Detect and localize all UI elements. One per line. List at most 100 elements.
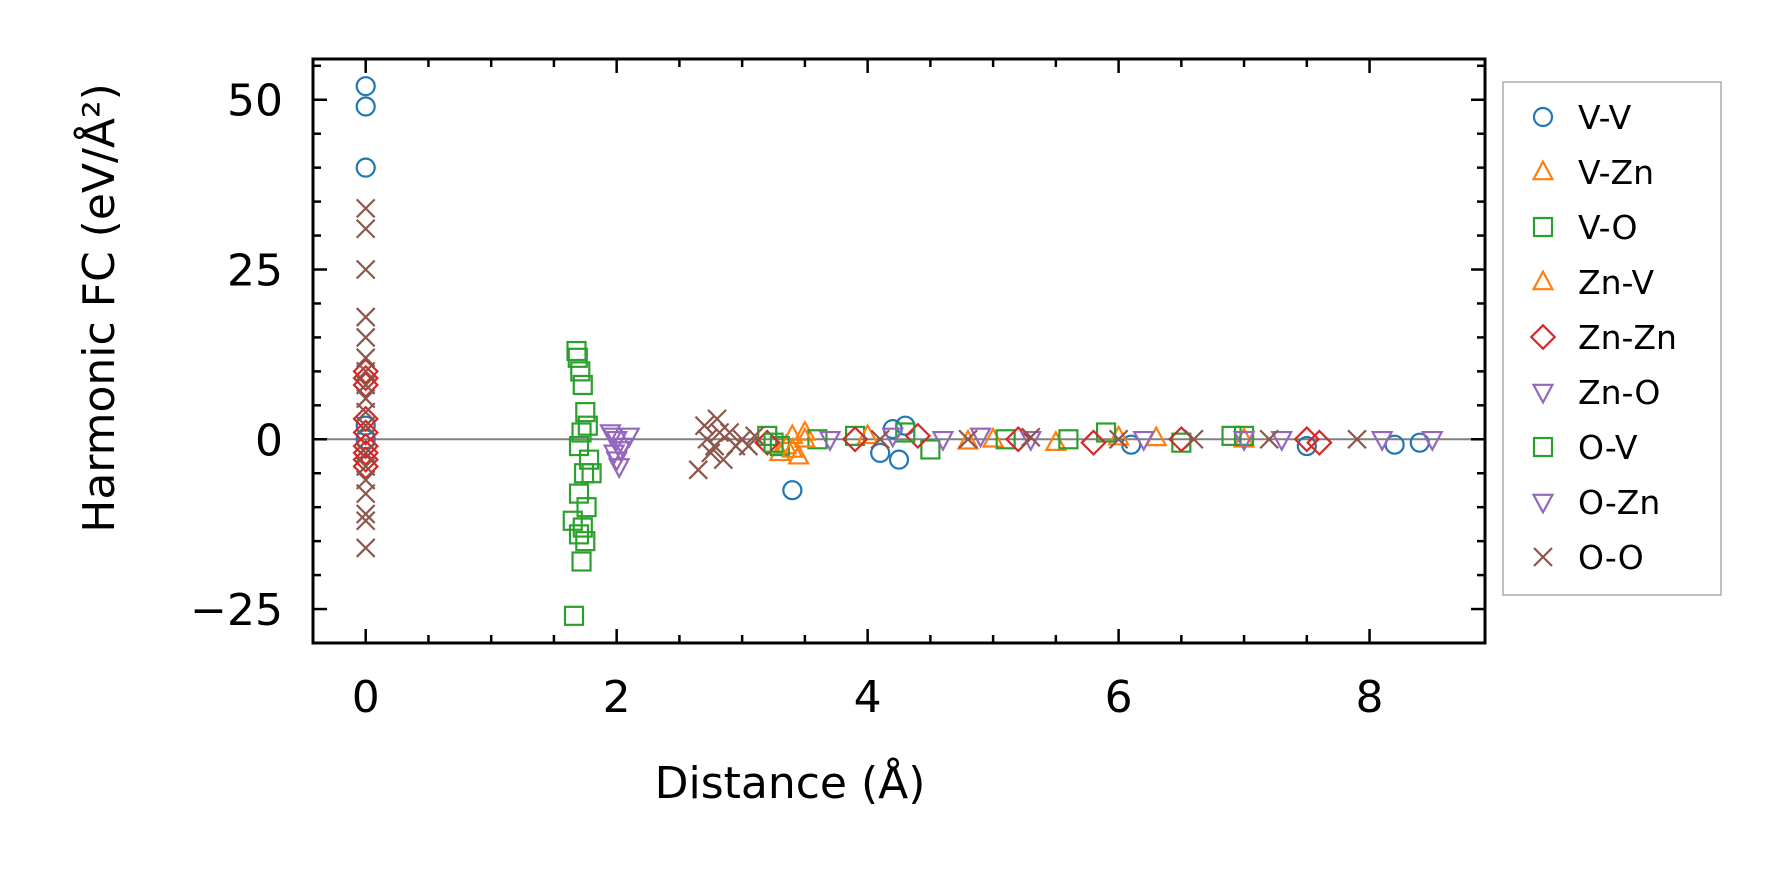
point-v-v-8 [888,449,910,470]
point-v-zn-6 [1044,430,1068,451]
data-marks [352,76,1444,626]
point-zn-zn-4 [352,419,379,446]
point-o-v-0 [567,347,588,368]
point-o-o-4 [355,327,376,348]
point-v-v-0 [355,76,376,97]
point-zn-zn-10 [841,426,869,453]
point-zn-o-10 [1132,430,1155,452]
point-o-o-26 [738,436,759,456]
point-o-o-9 [355,402,376,422]
axes-frame [311,57,1487,645]
point-v-o-22 [1095,422,1117,443]
legend-marker-zn-v [1531,269,1555,291]
point-v-o-21 [995,429,1016,450]
point-v-zn-3 [787,443,810,465]
point-zn-o-8 [931,430,955,452]
point-zn-o-11 [1270,430,1294,452]
point-o-o-1 [355,218,376,239]
point-zn-zn-6 [352,439,379,467]
point-o-o-18 [688,460,709,480]
point-o-o-8 [355,388,376,409]
point-o-o-32 [958,429,978,450]
point-zn-zn-7 [352,446,379,473]
point-v-o-13 [570,361,591,382]
point-o-o-36 [1259,429,1279,450]
y-tick-label: −25 [190,585,283,636]
point-o-o-37 [1347,429,1367,450]
point-o-o-27 [744,426,765,446]
point-o-o-12 [355,456,376,477]
legend-label-v-zn: V-Zn [1578,153,1654,192]
axes: 0 2 4 6 8 −25 0 25 50 [190,57,1487,723]
legend-marker-v-v [1532,106,1554,128]
point-zn-o-12 [1370,430,1394,452]
legend-label-v-v: V-V [1578,98,1632,137]
point-zn-zn-16 [1306,429,1333,456]
point-o-o-11 [355,443,376,463]
x-axis-label: Distance (Å) [655,756,926,809]
point-o-o-16 [355,510,376,531]
series-o-zn [601,427,1444,463]
point-o-o-0 [355,198,376,219]
point-zn-zn-13 [1080,429,1107,456]
point-zn-zn-3 [352,405,379,433]
point-v-o-2 [568,524,590,545]
point-o-o-30 [709,422,730,443]
point-v-zn-8 [1232,426,1256,448]
point-o-o-14 [355,483,376,504]
point-zn-v-1 [793,426,817,448]
x-tick-label: 6 [1105,672,1133,723]
point-o-v-3 [763,432,784,453]
point-v-o-18 [807,429,828,450]
legend-label-o-v: O-V [1578,428,1638,467]
point-o-o-2 [355,259,376,280]
y-tick-label: 50 [227,76,283,127]
legend-marker-o-o [1533,547,1553,567]
point-o-v-4 [895,422,916,443]
legend-marker-o-zn [1531,493,1555,515]
point-v-v-6 [870,442,891,463]
point-v-v-5 [782,480,803,501]
point-o-o-7 [355,375,376,395]
legend-label-v-o: V-O [1578,208,1637,247]
point-o-zn-3 [969,427,992,449]
point-o-o-29 [704,436,725,456]
point-o-o-35 [1184,429,1204,450]
point-zn-o-6 [617,427,641,449]
point-v-v-1 [355,96,376,117]
legend-marker-zn-o [1531,383,1555,405]
point-o-o-6 [355,361,376,382]
point-o-v-1 [572,517,593,538]
legend-label-zn-o: Zn-O [1578,373,1660,412]
x-tick-label: 0 [352,672,380,723]
point-v-o-15 [581,463,602,484]
point-o-zn-4 [1232,430,1256,452]
point-v-o-0 [566,340,587,362]
point-v-o-3 [571,551,592,572]
series-o-o [355,198,1367,558]
point-o-v-5 [1058,429,1079,450]
point-zn-zn-5 [352,432,379,460]
point-v-v-2 [355,157,376,178]
legend-label-zn-v: Zn-V [1578,263,1654,302]
point-o-zn-5 [1421,430,1444,452]
point-v-o-10 [571,422,592,443]
point-zn-o-1 [605,430,628,452]
x-tick-label: 2 [603,672,631,723]
point-zn-zn-11 [904,422,932,450]
point-zn-v-3 [956,428,980,450]
series-v-o [562,340,1255,626]
point-o-zn-1 [609,441,632,463]
point-v-zn-2 [781,423,804,445]
point-o-o-33 [1020,427,1041,448]
point-o-zn-2 [881,427,905,449]
legend-marker-o-v [1532,436,1554,458]
point-v-o-5 [575,531,596,552]
point-o-o-5 [355,348,376,368]
point-zn-v-0 [781,436,804,458]
point-o-zn-0 [601,427,625,449]
legend-label-o-zn: O-Zn [1578,483,1660,522]
y-tick-label: 25 [227,246,283,297]
point-v-o-9 [568,435,590,457]
